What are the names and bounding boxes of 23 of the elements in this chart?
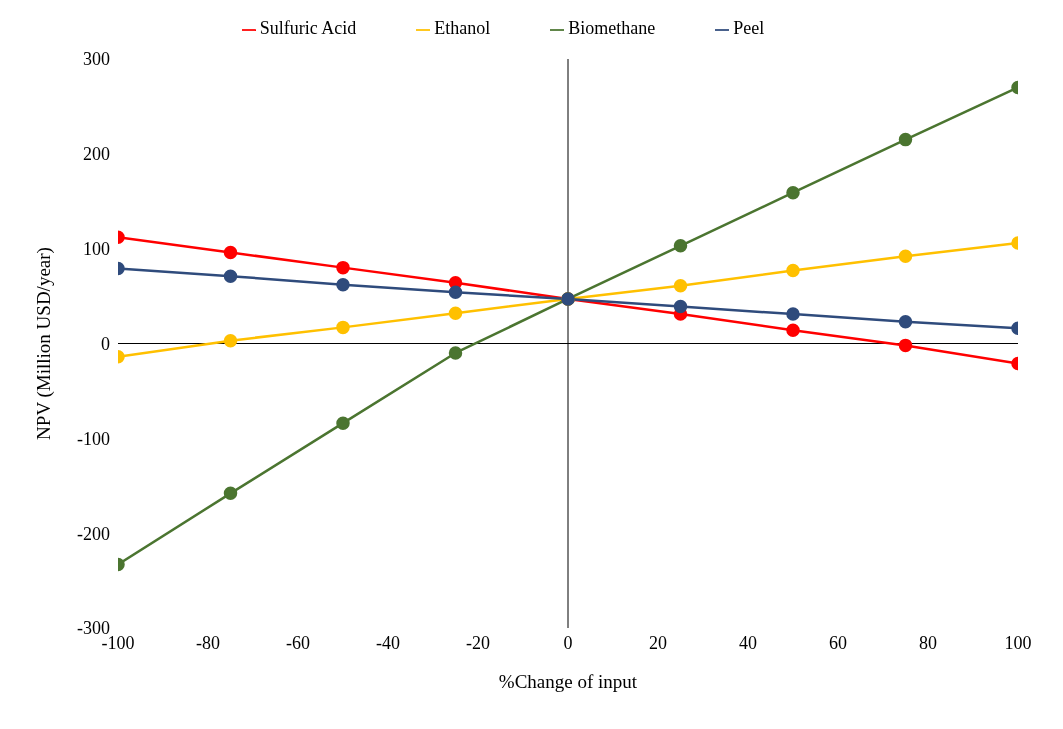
x-tick-label: -40 — [376, 632, 400, 653]
y-tick-label: 200 — [83, 144, 110, 165]
x-tick-label: -20 — [466, 632, 490, 653]
legend-label: Sulfuric Acid — [259, 18, 357, 38]
x-tick-label: 80 — [919, 632, 937, 653]
y-tick-label: 300 — [83, 49, 110, 70]
y-tick-label: 100 — [83, 239, 110, 260]
y-axis-title: NPV (Million USD/year) — [32, 247, 55, 440]
y-tick-label: -300 — [77, 618, 110, 639]
x-tick-label: 60 — [829, 632, 847, 653]
y-tick-label: 0 — [101, 333, 110, 354]
x-tick-label: 0 — [563, 632, 573, 653]
legend-label: Ethanol — [434, 18, 491, 38]
x-tick-label: 40 — [739, 632, 757, 653]
x-tick-label: -60 — [286, 632, 310, 653]
x-tick-label: -80 — [196, 632, 220, 653]
x-axis-title: %Change of input — [498, 671, 638, 692]
legend-label: Biomethane — [568, 18, 656, 38]
y-tick-label: -100 — [77, 428, 110, 449]
x-tick-label: 20 — [649, 632, 667, 653]
legend-label: Peel — [733, 18, 765, 38]
x-tick-label: 100 — [1004, 632, 1032, 653]
y-tick-label: -200 — [77, 523, 110, 544]
